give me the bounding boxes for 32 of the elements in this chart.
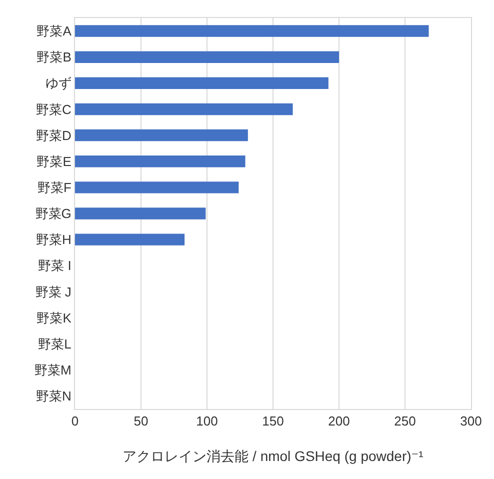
y-tick-label: 野菜E [36,154,72,169]
bar [75,103,293,116]
y-tick-label: 野菜H [36,232,72,248]
y-tick-label: 野菜L [38,336,72,352]
y-tick-label: 野菜 I [38,258,72,274]
bar [75,77,328,90]
x-tick-label: 300 [460,414,482,429]
y-tick-label: 野菜K [36,310,72,326]
bar [75,129,248,142]
y-tick-label: 野菜C [36,102,72,117]
x-tick-label: 250 [394,414,416,429]
y-tick-label: 野菜F [37,180,72,195]
y-tick-label: 野菜N [36,388,72,404]
x-tick-label: 0 [71,414,79,429]
y-tick-label: 野菜A [36,24,72,39]
y-tick-label: 野菜B [36,50,72,65]
x-tick-label: 100 [196,414,218,429]
y-tick-label: 野菜M [34,362,72,378]
bar [75,51,339,63]
bar [75,156,246,168]
y-tick-label: 野菜 J [35,284,72,300]
bar [75,234,185,246]
y-tick-label: 野菜D [36,128,72,143]
x-tick-label: 50 [134,414,148,429]
x-axis-title: アクロレイン消去能 / nmol GSHeq (g powder)⁻¹ [122,448,424,464]
bar [75,208,206,220]
y-tick-label: ゆず [45,76,72,91]
x-tick-label: 200 [328,414,350,429]
x-tick-label: 150 [262,414,284,429]
bar [75,182,239,194]
bar [75,25,429,37]
y-tick-label: 野菜G [35,206,72,222]
